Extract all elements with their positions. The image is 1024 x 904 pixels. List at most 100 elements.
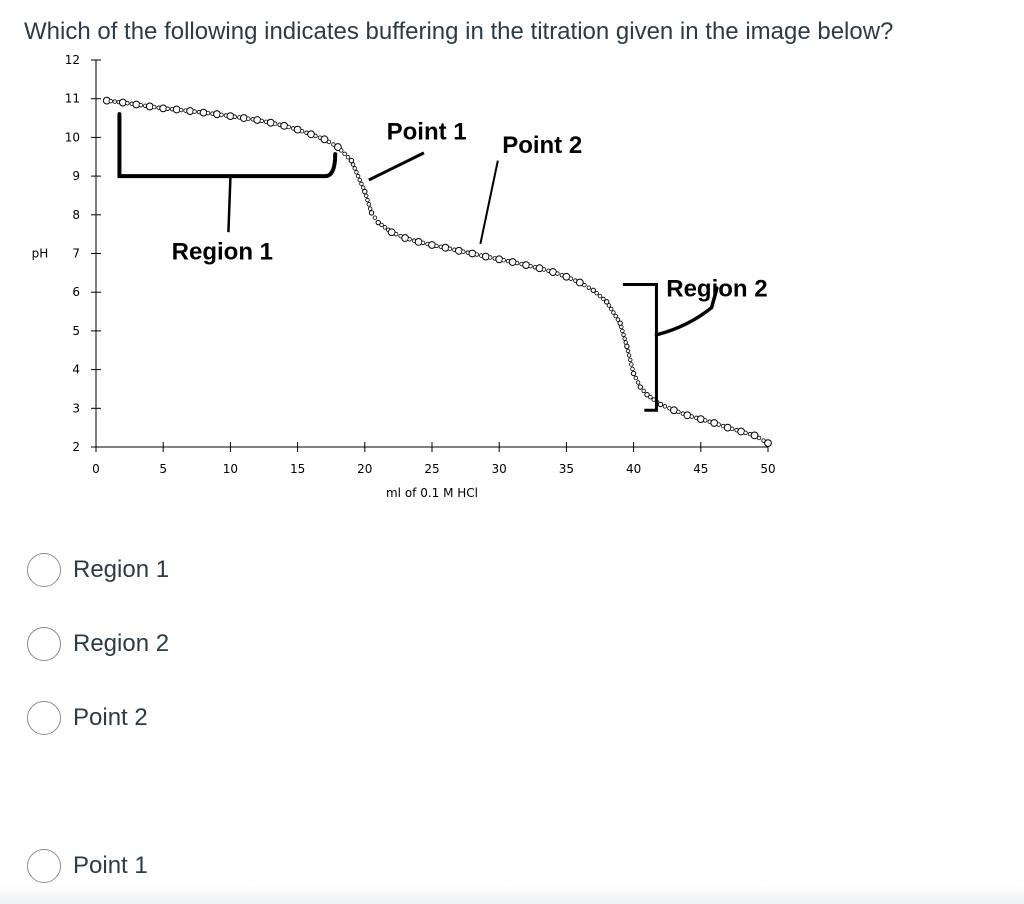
data-point (326, 139, 332, 145)
data-point (633, 375, 639, 381)
data-point (514, 260, 520, 266)
data-point (641, 388, 646, 394)
y-tick-label: 3 (72, 401, 80, 415)
point-2-pointer (479, 160, 499, 245)
data-point (474, 252, 479, 257)
x-tick-label: 35 (559, 462, 574, 476)
data-point (683, 411, 692, 420)
data-point (359, 181, 364, 187)
y-tick-label: 10 (65, 130, 80, 144)
data-point (729, 426, 735, 432)
data-point (622, 336, 627, 341)
data-point (488, 255, 493, 260)
data-point (266, 118, 275, 127)
data-point (441, 243, 450, 252)
data-point (676, 409, 681, 415)
data-point (447, 246, 453, 251)
data-point (586, 285, 591, 290)
data-point (575, 278, 584, 287)
data-point (617, 320, 623, 326)
data-point (108, 98, 113, 104)
data-point (307, 130, 315, 139)
data-point (280, 121, 289, 130)
point-1-pointer (368, 151, 425, 182)
data-point (366, 202, 372, 207)
region-2-pointer (654, 286, 719, 337)
x-tick-label: 10 (223, 462, 238, 476)
data-point (716, 422, 721, 427)
data-point (710, 419, 719, 427)
data-point (138, 102, 143, 108)
data-point (367, 206, 373, 211)
data-point (165, 106, 170, 111)
data-point (606, 303, 612, 308)
annotation-label: Region 2 (666, 275, 767, 302)
radio-button[interactable] (27, 701, 61, 735)
y-tick-label: 4 (72, 363, 80, 377)
data-point (342, 151, 347, 157)
data-point (597, 293, 603, 299)
data-point (286, 124, 291, 130)
data-point (562, 272, 571, 281)
data-point (750, 431, 759, 440)
data-point (468, 249, 477, 258)
annotation-label: Point 1 (387, 118, 467, 145)
data-point (461, 249, 466, 254)
data-point (737, 427, 746, 436)
data-point (454, 246, 463, 255)
data-point (609, 306, 614, 312)
y-axis-label: pH (32, 247, 49, 261)
choice-point-2[interactable]: Point 2 (27, 700, 148, 736)
data-point (428, 241, 436, 249)
choice-label: Point 1 (73, 852, 148, 879)
y-tick-label: 9 (72, 169, 80, 183)
data-point (628, 357, 633, 363)
data-point (620, 328, 625, 334)
radio-button[interactable] (27, 849, 61, 883)
data-point (619, 324, 624, 330)
data-point (178, 107, 184, 113)
data-point (582, 282, 587, 288)
page-footer-shadow (0, 884, 1024, 904)
y-tick-label: 5 (72, 324, 80, 338)
data-point (621, 332, 626, 337)
y-tick-label: 12 (65, 53, 80, 67)
data-point (764, 439, 772, 448)
data-point (259, 118, 264, 124)
data-point (723, 423, 732, 432)
data-point (501, 258, 506, 263)
radio-button[interactable] (27, 553, 61, 587)
data-point (407, 237, 412, 242)
data-point (613, 313, 618, 319)
data-point (696, 415, 705, 424)
data-point (615, 317, 621, 322)
data-point (481, 252, 490, 261)
data-point (555, 271, 560, 276)
choice-label: Region 2 (73, 630, 170, 657)
data-point (352, 166, 357, 171)
radio-button[interactable] (27, 627, 61, 661)
data-point (657, 401, 664, 408)
data-point (219, 112, 224, 118)
x-tick-label: 15 (290, 462, 305, 476)
data-point (624, 343, 630, 350)
data-point (629, 362, 634, 367)
x-axis-label: ml of 0.1 M HCl (386, 486, 478, 500)
data-point (334, 143, 342, 151)
data-point (535, 264, 544, 273)
data-point (368, 210, 375, 216)
choice-region-1[interactable]: Region 1 (27, 552, 169, 588)
y-tick-label: 6 (72, 285, 80, 299)
choice-label: Region 1 (73, 556, 170, 583)
data-point (345, 155, 351, 160)
data-point (630, 370, 637, 377)
choice-point-1[interactable]: Point 1 (27, 848, 148, 884)
data-point (568, 276, 574, 281)
data-point (363, 193, 369, 199)
y-tick-label: 2 (72, 440, 80, 454)
data-point (662, 404, 668, 409)
annotation-label: Point 2 (502, 132, 582, 159)
y-tick-label: 8 (72, 208, 80, 222)
choice-region-2[interactable]: Region 2 (27, 626, 169, 662)
region-1-bracket (117, 112, 338, 179)
